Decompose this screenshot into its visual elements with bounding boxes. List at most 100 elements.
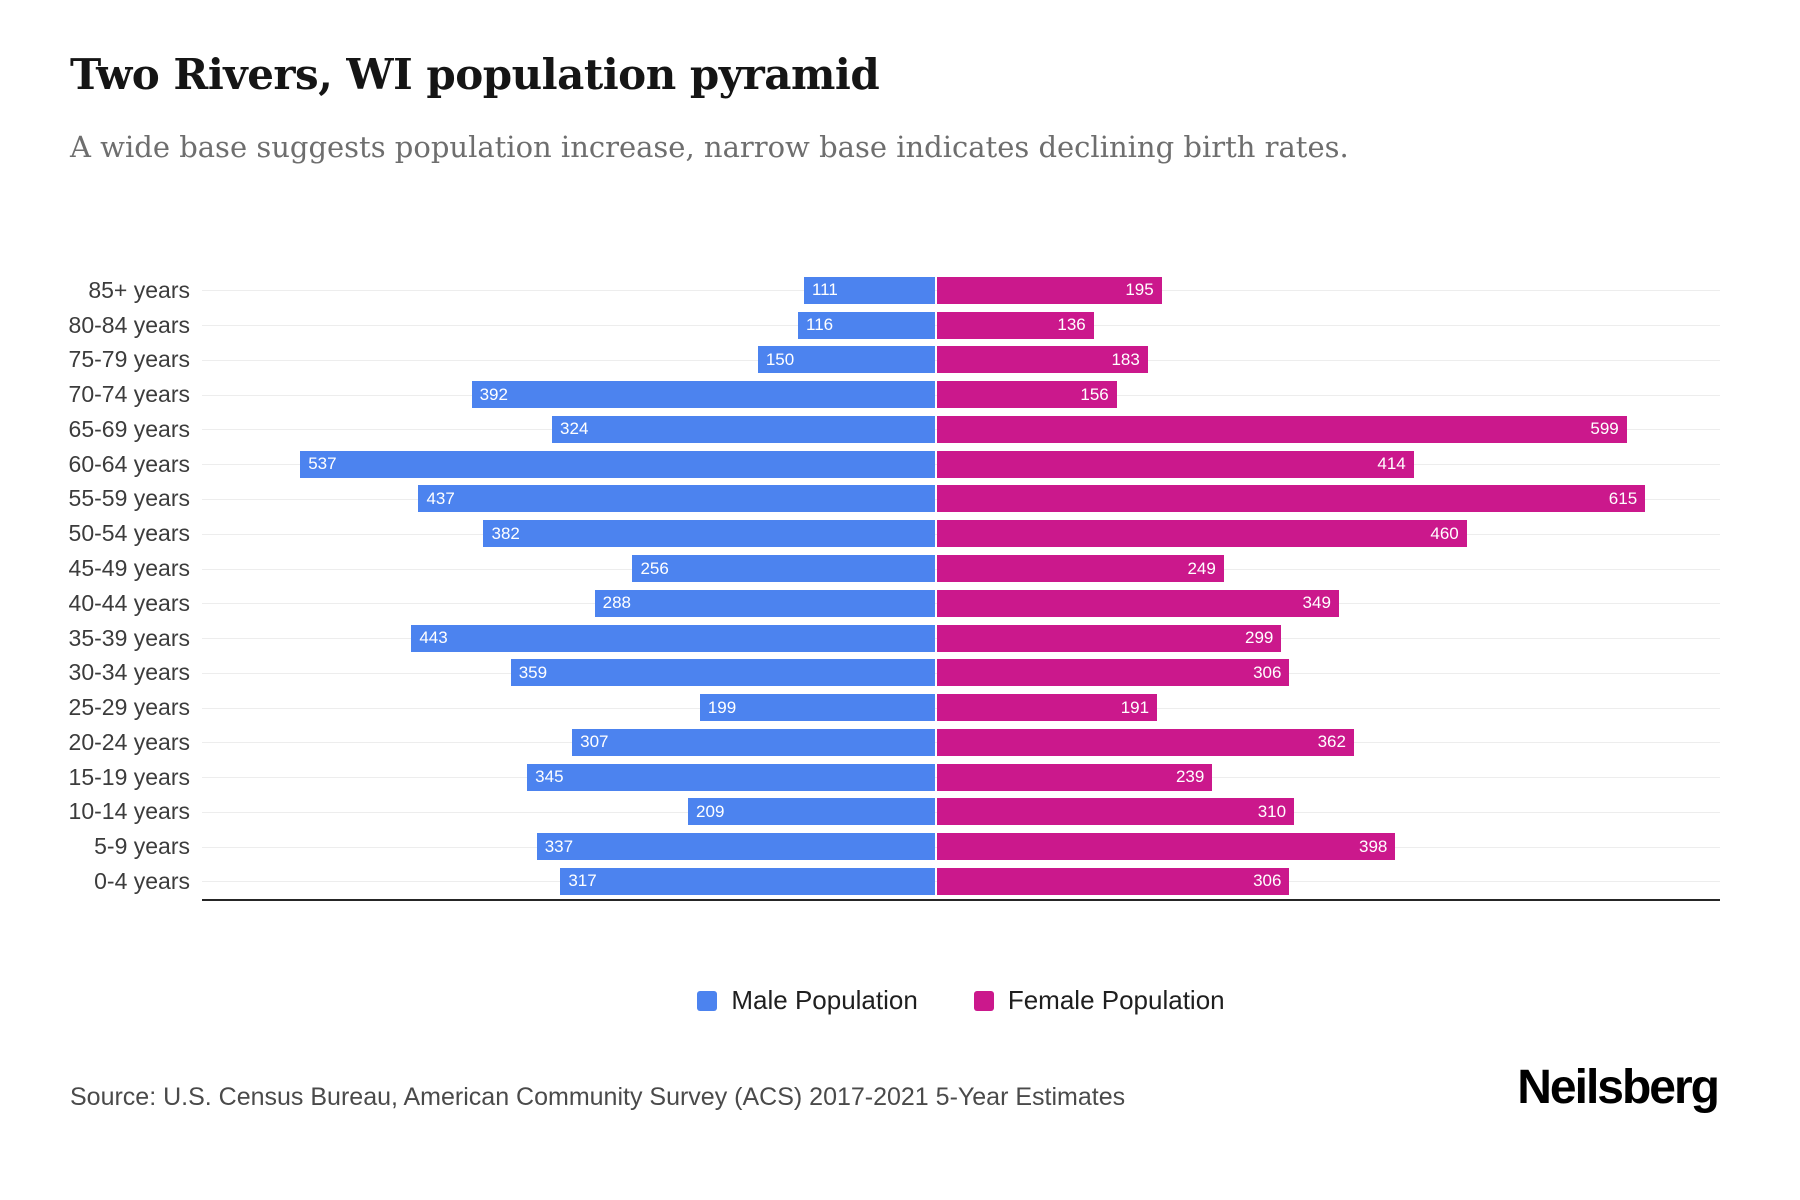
female-bar[interactable]: 239 <box>937 763 1213 791</box>
male-value: 288 <box>602 593 631 613</box>
male-track: 443 <box>202 624 936 652</box>
female-bar[interactable]: 310 <box>937 798 1295 826</box>
female-value: 362 <box>1317 732 1346 752</box>
male-bar[interactable]: 437 <box>418 485 936 513</box>
female-value: 156 <box>1080 384 1109 404</box>
pyramid-row: 20-24 years 307 362 <box>60 725 1720 760</box>
row-plot-area: 111 195 <box>202 273 1720 308</box>
male-value: 382 <box>491 523 520 543</box>
female-legend-label: Female Population <box>1007 985 1225 1015</box>
male-track: 116 <box>202 311 936 339</box>
female-value: 239 <box>1175 767 1205 787</box>
male-track: 345 <box>202 763 936 791</box>
age-label: 65-69 years <box>68 415 190 442</box>
female-bar[interactable]: 398 <box>937 833 1396 861</box>
age-label: 40-44 years <box>68 589 190 616</box>
male-bar[interactable]: 150 <box>757 346 936 374</box>
female-value: 183 <box>1111 349 1140 369</box>
source-attribution: Source: U.S. Census Bureau, American Com… <box>70 1083 1126 1111</box>
male-value: 392 <box>479 384 508 404</box>
male-bar[interactable]: 443 <box>411 624 936 652</box>
female-bar[interactable]: 349 <box>937 589 1339 617</box>
female-value: 599 <box>1590 419 1619 439</box>
pyramid-row: 10-14 years 209 310 <box>60 794 1720 829</box>
female-bar[interactable]: 362 <box>937 728 1354 756</box>
female-bar[interactable]: 249 <box>937 555 1224 582</box>
pyramid-row: 0-4 years 317 306 <box>60 864 1720 899</box>
female-value: 349 <box>1302 593 1331 613</box>
female-bar[interactable]: 615 <box>937 485 1646 513</box>
female-track: 599 <box>937 415 1720 443</box>
male-bar[interactable]: 317 <box>560 867 936 895</box>
female-bar[interactable]: 299 <box>937 624 1282 652</box>
female-bar[interactable]: 195 <box>937 276 1162 304</box>
male-bar[interactable]: 307 <box>572 728 936 756</box>
male-track: 537 <box>202 450 936 478</box>
female-track: 310 <box>937 798 1720 826</box>
female-track: 239 <box>937 763 1720 791</box>
male-bar[interactable]: 116 <box>798 311 936 339</box>
female-track: 615 <box>937 485 1720 513</box>
female-value: 136 <box>1057 315 1086 335</box>
male-legend-swatch-icon <box>697 990 718 1011</box>
pyramid-row: 40-44 years 288 349 <box>60 586 1720 621</box>
female-bar[interactable]: 460 <box>937 520 1467 548</box>
male-bar[interactable]: 392 <box>471 381 936 409</box>
male-value: 317 <box>568 871 597 891</box>
male-bar[interactable]: 537 <box>300 450 936 478</box>
age-label: 50-54 years <box>68 520 190 547</box>
age-label: 20-24 years <box>68 728 190 755</box>
male-value: 150 <box>765 349 795 369</box>
row-plot-area: 359 306 <box>202 655 1720 690</box>
female-value: 615 <box>1608 488 1638 508</box>
pyramid-row: 30-34 years 359 306 <box>60 655 1720 690</box>
legend-item-male[interactable]: Male Population <box>697 985 918 1016</box>
male-value: 537 <box>308 454 337 474</box>
male-bar[interactable]: 256 <box>632 555 936 582</box>
male-bar[interactable]: 345 <box>527 763 936 791</box>
row-plot-area: 392 156 <box>202 377 1720 412</box>
row-plot-area: 116 136 <box>202 308 1720 343</box>
age-label: 35-39 years <box>68 624 190 651</box>
male-bar[interactable]: 382 <box>483 520 936 548</box>
male-bar[interactable]: 288 <box>594 589 936 617</box>
male-value: 359 <box>518 662 548 682</box>
female-track: 306 <box>937 867 1720 895</box>
pyramid-rows: 85+ years 111 195 80-84 years 116 136 75-79 ye… <box>60 273 1720 899</box>
female-bar[interactable]: 183 <box>937 346 1148 374</box>
female-track: 191 <box>937 694 1720 722</box>
female-value: 191 <box>1120 697 1150 717</box>
female-bar[interactable]: 136 <box>937 311 1094 339</box>
female-bar[interactable]: 156 <box>937 381 1117 409</box>
brand-logo: Neilsberg <box>1517 1061 1720 1114</box>
female-bar[interactable]: 306 <box>937 867 1290 895</box>
female-bar[interactable]: 306 <box>937 659 1290 687</box>
age-label: 70-74 years <box>68 381 190 408</box>
male-track: 199 <box>202 694 936 722</box>
male-bar[interactable]: 337 <box>536 833 936 861</box>
male-legend-label: Male Population <box>731 985 918 1015</box>
male-track: 337 <box>202 833 936 861</box>
male-bar[interactable]: 359 <box>510 659 936 687</box>
male-bar[interactable]: 111 <box>803 276 936 304</box>
male-value: 337 <box>544 836 574 856</box>
pyramid-row: 65-69 years 324 599 <box>60 412 1720 447</box>
male-bar[interactable]: 209 <box>688 798 936 826</box>
legend-item-female[interactable]: Female Population <box>973 985 1225 1016</box>
row-plot-area: 345 239 <box>202 760 1720 795</box>
female-bar[interactable]: 414 <box>937 450 1414 478</box>
male-track: 437 <box>202 485 936 513</box>
female-bar[interactable]: 599 <box>937 415 1627 443</box>
male-track: 359 <box>202 659 936 687</box>
male-bar[interactable]: 199 <box>699 694 936 722</box>
male-track: 288 <box>202 589 936 617</box>
male-bar[interactable]: 324 <box>552 415 936 443</box>
female-track: 398 <box>937 833 1720 861</box>
age-label: 10-14 years <box>68 798 190 825</box>
row-plot-area: 288 349 <box>202 586 1720 621</box>
female-bar[interactable]: 191 <box>937 694 1158 722</box>
row-plot-area: 382 460 <box>202 516 1720 551</box>
male-value: 307 <box>580 732 609 752</box>
row-plot-area: 337 398 <box>202 829 1720 864</box>
age-label: 25-29 years <box>68 694 190 721</box>
